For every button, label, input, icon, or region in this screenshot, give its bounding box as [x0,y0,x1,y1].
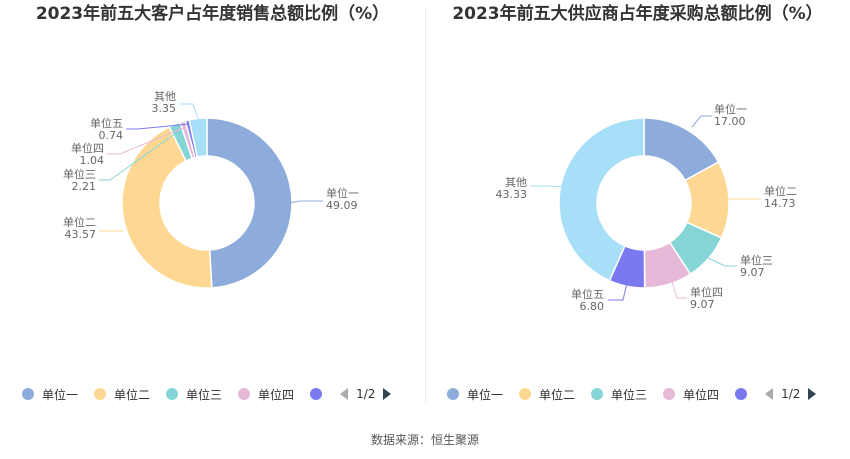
legend-label: 单位四 [258,387,295,402]
legend-swatch [22,388,34,400]
slice-category-label: 单位一 [714,102,747,116]
legend-swatch [310,388,323,400]
legend-swatch [166,388,179,400]
chart-title: 2023年前五大供应商占年度采购总额比例（%） [452,4,823,24]
slice-category-label: 单位三 [740,253,773,267]
legend-pager: 1/2 [340,387,392,401]
legend-prev-icon[interactable] [765,388,774,400]
label-leader-line [608,282,628,301]
slice-value-label: 0.74 [99,129,124,142]
slice-category-label: 单位四 [690,285,723,299]
label-leader-line [126,123,190,130]
legend-label: 单位二 [114,387,151,402]
legend-swatch [447,388,459,400]
chart-legend: 单位一 单位二 单位三 单位四 1/2 [22,384,392,404]
slice-value-label: 17.00 [714,115,746,128]
legend-label: 单位二 [539,387,576,402]
label-leader-line [99,132,177,181]
label-leader-line [670,277,687,299]
legend-next-icon[interactable] [808,388,817,400]
legend-item[interactable]: 单位一 [22,386,78,403]
data-source-note: 数据来源：恒生聚源 [370,433,479,447]
legend-page-indicator: 1/2 [781,387,801,401]
legend-pager: 1/2 [765,387,817,401]
legend-label: 单位四 [683,387,720,402]
slice-value-label: 43.57 [65,228,97,241]
label-leader-line [107,127,184,155]
slice-value-label: 3.35 [152,102,177,115]
slice-category-label: 其他 [505,176,527,189]
legend-item[interactable]: 单位二 [94,386,150,403]
legend-swatch [663,388,676,400]
legend-label: 单位三 [611,387,648,402]
slice-value-label: 2.21 [72,180,97,193]
legend-item[interactable] [310,388,330,400]
chart-legend: 单位一 单位二 单位三 单位四 1/2 [447,384,817,404]
slice-value-label: 9.07 [740,266,765,279]
legend-label: 单位三 [186,387,223,402]
legend-swatch [735,388,748,400]
slice-category-label: 单位三 [63,167,96,181]
supplier-donut-chart: 单位一17.00单位二14.73单位三9.07单位四9.07单位五6.80其他4… [496,102,798,313]
label-leader-line [288,200,323,204]
slice-value-label: 43.33 [496,188,528,201]
legend-item[interactable]: 单位二 [519,386,575,403]
slice-category-label: 单位五 [90,116,123,130]
panel-divider [425,8,426,403]
slice-value-label: 9.07 [690,298,715,311]
donut-slice[interactable] [121,125,213,289]
slice-category-label: 单位一 [326,186,359,200]
legend-item[interactable]: 单位四 [663,386,719,403]
legend-item[interactable]: 单位三 [591,386,647,403]
legend-swatch [519,388,532,400]
supplier-chart-panel: 2023年前五大供应商占年度采购总额比例（%） 单位一 17.00 单位二 14.73… [425,0,850,410]
slice-category-label: 其他 [154,90,176,103]
legend-swatch [238,388,251,400]
chart-title: 2023年前五大客户占年度销售总额比例（%） [35,4,390,24]
slice-category-label: 单位二 [63,215,96,229]
slice-value-label: 49.09 [326,199,358,212]
slice-value-label: 1.04 [80,154,105,167]
donut-slice[interactable] [206,117,293,289]
slice-category-label: 单位五 [571,287,604,301]
label-leader-line [530,185,576,188]
label-leader-line [691,115,712,128]
legend-page-indicator: 1/2 [356,387,376,401]
legend-prev-icon[interactable] [340,388,349,400]
label-leader-line [707,257,737,267]
label-leader-line [179,103,200,122]
legend-label: 单位一 [42,387,79,402]
legend-item[interactable]: 单位三 [166,386,222,403]
donut-slice[interactable] [558,117,645,282]
legend-label: 单位一 [467,387,504,402]
legend-item[interactable] [735,388,755,400]
slice-category-label: 单位四 [71,141,104,155]
customer-chart-panel: 2023年前五大客户占年度销售总额比例（%） 单位一 49.09 单位二 43.57 单… [0,0,425,410]
slice-category-label: 单位二 [764,184,797,198]
legend-item[interactable]: 单位一 [447,386,503,403]
legend-item[interactable]: 单位四 [238,386,294,403]
legend-swatch [94,388,107,400]
slice-value-label: 14.73 [764,197,796,210]
slice-value-label: 6.80 [580,300,605,313]
donut-slice[interactable] [188,117,208,158]
legend-next-icon[interactable] [383,388,392,400]
legend-swatch [591,388,604,400]
